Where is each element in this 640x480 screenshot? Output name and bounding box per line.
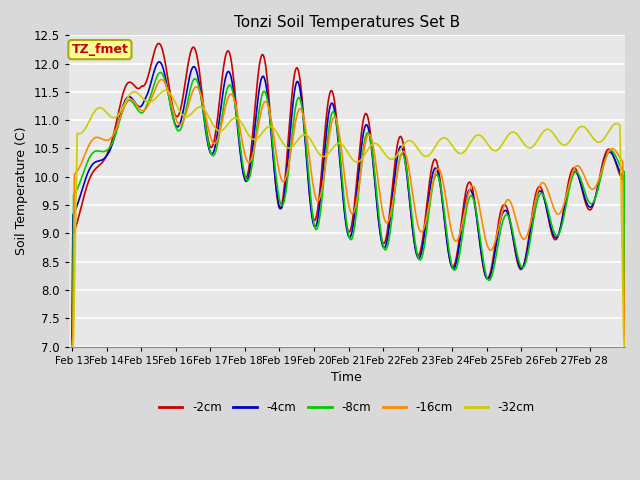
-2cm — [236, 138, 243, 144]
Y-axis label: Soil Temperature (C): Soil Temperature (C) — [15, 127, 28, 255]
-16cm — [406, 174, 414, 180]
Line: -2cm: -2cm — [72, 44, 625, 347]
-32cm — [437, 136, 445, 142]
-16cm — [236, 122, 243, 128]
-8cm — [621, 312, 629, 317]
-16cm — [263, 99, 271, 105]
-32cm — [68, 344, 76, 349]
-4cm — [263, 87, 271, 93]
-32cm — [133, 90, 141, 96]
-8cm — [284, 175, 291, 181]
-2cm — [263, 72, 271, 78]
-2cm — [406, 203, 414, 208]
-4cm — [406, 204, 414, 210]
-8cm — [68, 344, 76, 349]
-16cm — [621, 344, 629, 349]
Line: -32cm: -32cm — [72, 90, 625, 347]
Legend: -2cm, -4cm, -8cm, -16cm, -32cm: -2cm, -4cm, -8cm, -16cm, -32cm — [154, 396, 540, 419]
-32cm — [284, 145, 291, 151]
-32cm — [236, 117, 243, 123]
-2cm — [68, 344, 76, 349]
-4cm — [284, 160, 291, 166]
-8cm — [406, 197, 414, 203]
X-axis label: Time: Time — [332, 371, 362, 384]
-16cm — [157, 77, 165, 83]
-4cm — [621, 344, 629, 349]
-2cm — [155, 41, 163, 47]
-32cm — [263, 125, 271, 131]
-16cm — [284, 168, 291, 173]
-4cm — [437, 189, 445, 195]
-8cm — [236, 136, 243, 142]
Line: -4cm: -4cm — [72, 62, 625, 347]
-4cm — [156, 59, 163, 65]
-32cm — [406, 138, 414, 144]
Text: TZ_fmet: TZ_fmet — [72, 43, 129, 56]
-2cm — [133, 85, 141, 91]
Title: Tonzi Soil Temperatures Set B: Tonzi Soil Temperatures Set B — [234, 15, 460, 30]
-4cm — [133, 102, 141, 108]
-32cm — [621, 344, 629, 349]
-2cm — [621, 177, 629, 183]
-8cm — [437, 187, 445, 192]
-16cm — [133, 103, 141, 108]
-32cm — [161, 87, 169, 93]
-16cm — [68, 344, 76, 349]
-8cm — [156, 70, 164, 75]
-8cm — [133, 106, 141, 112]
Line: -16cm: -16cm — [72, 80, 625, 347]
-4cm — [68, 344, 76, 349]
-2cm — [437, 186, 445, 192]
-8cm — [263, 94, 271, 100]
-16cm — [437, 171, 445, 177]
Line: -8cm: -8cm — [72, 72, 625, 347]
-4cm — [236, 142, 243, 148]
-2cm — [284, 144, 291, 150]
